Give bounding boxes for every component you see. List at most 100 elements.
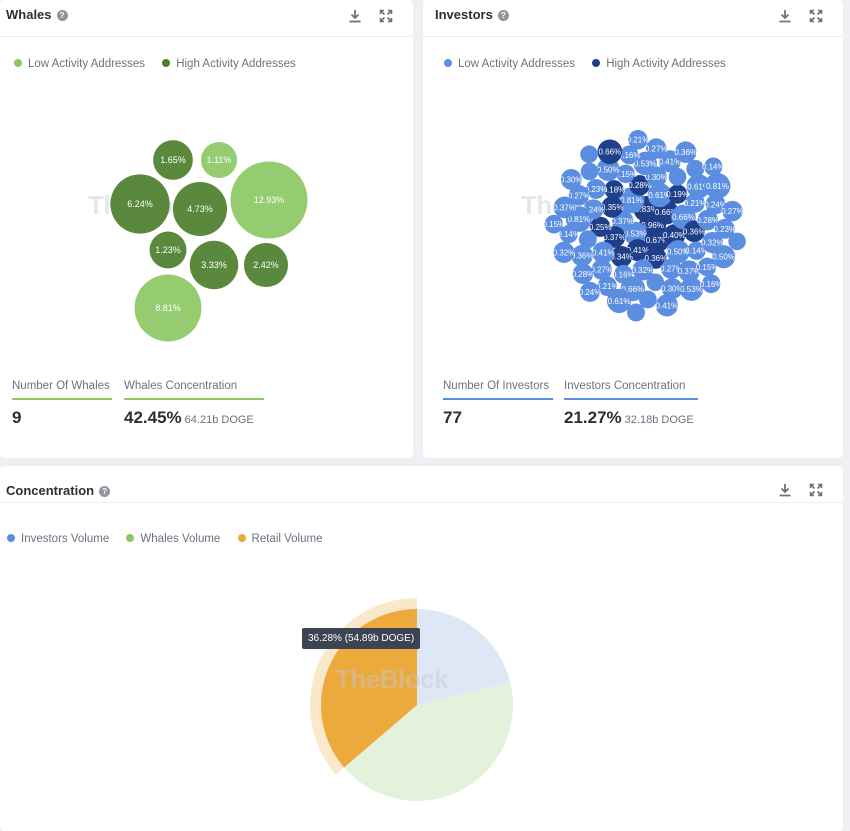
bubble-low-activity[interactable]	[722, 200, 743, 222]
bubble-label: 0.24%	[582, 205, 605, 214]
bubble-label: 0.15%	[696, 263, 719, 272]
download-icon[interactable]	[777, 482, 793, 498]
bubble-low-activity[interactable]	[628, 129, 648, 150]
bubble-low-activity[interactable]	[674, 141, 697, 164]
bubble-low-activity[interactable]	[580, 145, 598, 164]
legend-dot-icon	[237, 534, 246, 542]
expand-icon[interactable]	[808, 482, 824, 498]
bubble-low-activity[interactable]	[661, 258, 682, 279]
legend-item-retail-volume[interactable]: Retail Volume	[237, 533, 323, 545]
concentration-title-wrap: Concentration?	[6, 483, 111, 498]
question-circle-icon[interactable]: ?	[497, 10, 509, 21]
bubble-high-activity[interactable]	[189, 240, 239, 290]
legend-item-low-activity[interactable]: Low Activity Addresses	[444, 58, 575, 70]
bubble-high-activity[interactable]	[149, 231, 187, 269]
bubble-low-activity[interactable]	[591, 259, 612, 280]
concentration-card-header: Concentration?	[0, 466, 843, 503]
bubble-high-activity[interactable]	[601, 196, 623, 218]
bubble-high-activity[interactable]	[644, 227, 670, 253]
bubble-low-activity[interactable]	[655, 294, 678, 317]
bubble-low-activity[interactable]	[568, 185, 590, 206]
bubble-low-activity[interactable]	[705, 194, 726, 215]
legend-item-whales-volume[interactable]: Whales Volume	[126, 533, 220, 545]
bubble-low-activity[interactable]	[578, 230, 597, 249]
bubble-high-activity[interactable]	[629, 174, 650, 196]
bubble-label: 0.66%	[599, 148, 622, 157]
bubble-high-activity[interactable]	[172, 181, 228, 237]
pie-slice-investors-volume[interactable]	[417, 609, 511, 705]
whales-concentration-stat: Whales Concentration 42.45% 64.21b DOGE	[124, 380, 264, 428]
bubble-high-activity[interactable]	[626, 239, 649, 262]
bubble-high-activity[interactable]	[668, 184, 688, 204]
bubble-label: 0.32%	[553, 248, 576, 257]
bubble-high-activity[interactable]	[110, 174, 170, 234]
bubble-high-activity[interactable]	[153, 140, 193, 180]
legend-item-low-activity[interactable]: Low Activity Addresses	[14, 58, 145, 70]
bubble-low-activity[interactable]	[596, 157, 620, 182]
bubble-low-activity[interactable]	[559, 224, 578, 244]
bubble-low-activity[interactable]	[632, 259, 654, 281]
bubble-low-activity[interactable]	[666, 240, 690, 264]
bubble-low-activity[interactable]	[645, 138, 667, 159]
bubble-low-activity[interactable]	[697, 209, 718, 231]
bubble-low-activity[interactable]	[616, 164, 635, 184]
bubble-low-activity[interactable]	[638, 290, 657, 309]
bubble-low-activity[interactable]	[580, 162, 599, 181]
expand-icon[interactable]	[378, 8, 394, 24]
bubble-label: 0.61%	[608, 297, 631, 306]
bubble-low-activity[interactable]	[668, 168, 687, 186]
bubble-low-activity[interactable]	[553, 241, 575, 263]
download-icon[interactable]	[777, 8, 793, 24]
bubble-low-activity[interactable]	[572, 263, 594, 285]
bubble-low-activity[interactable]	[571, 244, 593, 267]
bubble-low-activity[interactable]	[586, 178, 606, 199]
bubble-low-activity[interactable]	[553, 196, 576, 219]
bubble-low-activity[interactable]	[701, 274, 721, 294]
question-circle-icon[interactable]: ?	[56, 10, 68, 21]
bubble-low-activity[interactable]	[697, 257, 717, 277]
bubble-low-activity[interactable]	[592, 241, 615, 264]
legend-item-high-activity[interactable]: High Activity Addresses	[592, 58, 726, 70]
bubble-low-activity[interactable]	[661, 278, 683, 300]
bubble-low-activity[interactable]	[580, 281, 601, 302]
bubble-low-activity[interactable]	[647, 183, 672, 208]
download-icon[interactable]	[347, 8, 363, 24]
legend-item-high-activity[interactable]: High Activity Addresses	[162, 58, 296, 70]
legend-label: Retail Volume	[251, 533, 323, 545]
bubble-low-activity[interactable]	[619, 145, 639, 165]
pie-slice-whales-volume[interactable]	[344, 682, 514, 802]
bubble-low-activity[interactable]	[633, 151, 658, 176]
bubble-low-activity[interactable]	[686, 174, 711, 199]
bubble-low-activity[interactable]	[560, 169, 582, 190]
bubble-high-activity[interactable]	[610, 246, 633, 268]
bubble-low-activity[interactable]	[686, 159, 705, 178]
bubble-low-activity[interactable]	[201, 142, 237, 178]
expand-icon[interactable]	[808, 8, 824, 24]
bubble-low-activity[interactable]	[728, 232, 746, 251]
legend-dot-icon	[14, 59, 22, 67]
bubble-low-activity[interactable]	[230, 161, 308, 239]
bubble-low-activity[interactable]	[134, 274, 202, 342]
bubble-low-activity[interactable]	[704, 173, 731, 199]
bubble-low-activity[interactable]	[646, 273, 665, 291]
investors-count-stat: Number Of Investors 77	[443, 380, 553, 428]
bubble-low-activity[interactable]	[712, 245, 736, 269]
bubble-high-activity[interactable]	[590, 216, 611, 237]
bubble-high-activity[interactable]	[597, 139, 623, 165]
bubble-low-activity[interactable]	[678, 260, 700, 283]
bubble-label: 0.50%	[597, 165, 620, 174]
legend-label: Investors Volume	[21, 533, 110, 545]
bubble-low-activity[interactable]	[607, 288, 632, 314]
bubble-low-activity[interactable]	[658, 150, 681, 173]
bubble-low-activity[interactable]	[544, 214, 564, 234]
bubble-low-activity[interactable]	[679, 277, 704, 301]
bubble-low-activity[interactable]	[714, 218, 735, 239]
legend-item-investors-volume[interactable]: Investors Volume	[7, 533, 109, 545]
whales-card-header: Whales?	[0, 0, 413, 37]
bubble-high-activity[interactable]	[604, 180, 624, 200]
question-circle-icon[interactable]: ?	[99, 486, 111, 497]
bubble-low-activity[interactable]	[704, 157, 723, 176]
bubble-high-activity[interactable]	[243, 242, 289, 288]
bubble-low-activity[interactable]	[687, 241, 706, 260]
bubble-low-activity[interactable]	[627, 303, 646, 322]
